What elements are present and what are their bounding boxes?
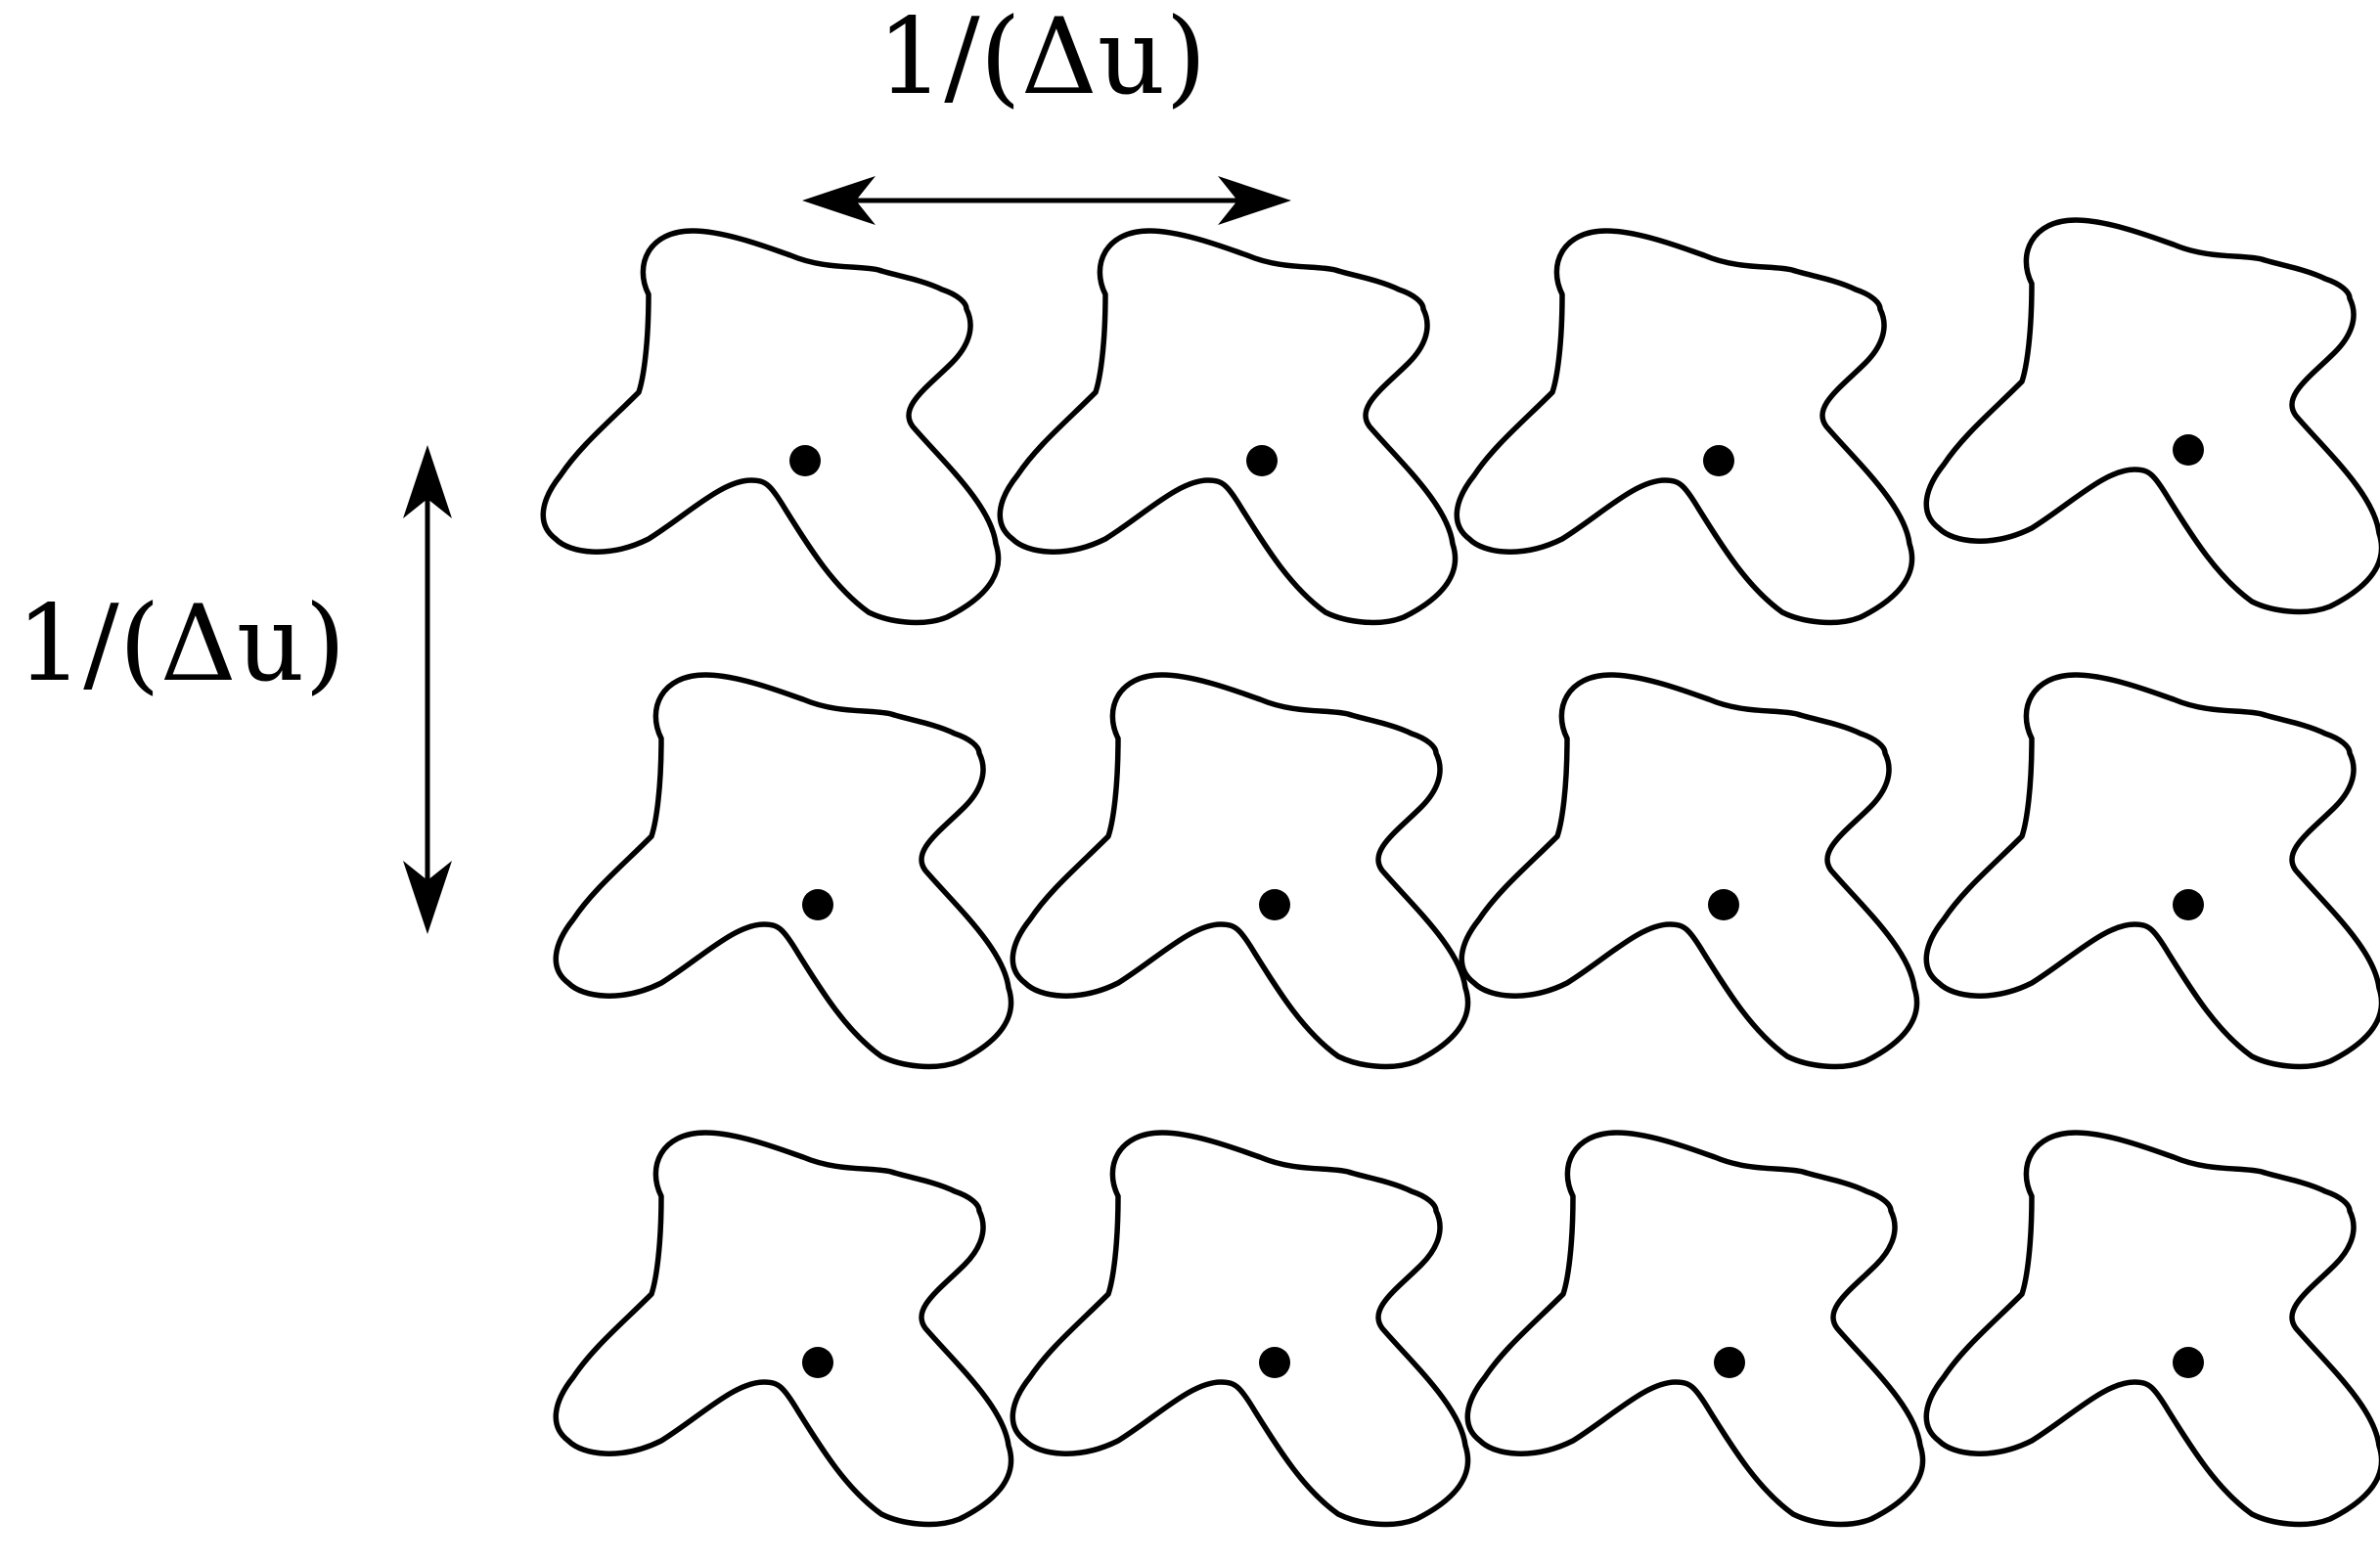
blob-outline bbox=[1467, 1133, 1922, 1524]
lattice-cell bbox=[1461, 675, 1916, 1066]
lattice-point-dot bbox=[1708, 889, 1739, 920]
vertical-spacing-label: 1/(Δu) bbox=[17, 583, 346, 705]
lattice-point-dot bbox=[2173, 1347, 2204, 1378]
blob-outline bbox=[556, 675, 1010, 1066]
lattice-cell bbox=[1926, 220, 2380, 611]
lattice-point-dot bbox=[802, 1347, 833, 1378]
lattice-point-dot bbox=[2173, 889, 2204, 920]
blob-outline bbox=[1012, 675, 1467, 1066]
lattice-point-dot bbox=[802, 889, 833, 920]
horizontal-spacing-arrow bbox=[802, 176, 1291, 225]
blob-outline bbox=[556, 1133, 1010, 1524]
blob-lattice bbox=[543, 220, 2380, 1524]
lattice-point-dot bbox=[1259, 889, 1290, 920]
lattice-point-dot bbox=[1714, 1347, 1745, 1378]
horizontal-spacing-label: 1/(Δu) bbox=[877, 0, 1207, 118]
blob-outline bbox=[1461, 675, 1916, 1066]
lattice-point-dot bbox=[1246, 445, 1278, 476]
lattice-cell bbox=[1000, 231, 1455, 622]
lattice-cell bbox=[1926, 675, 2380, 1066]
blob-outline bbox=[1000, 231, 1455, 622]
lattice-point-dot bbox=[1703, 445, 1734, 476]
lattice-cell bbox=[543, 231, 998, 622]
lattice-cell bbox=[1012, 1133, 1467, 1524]
lattice-cell bbox=[556, 1133, 1010, 1524]
blob-outline bbox=[543, 231, 998, 622]
lattice-point-dot bbox=[789, 445, 821, 476]
blob-outline bbox=[1926, 675, 2380, 1066]
blob-outline bbox=[1926, 220, 2380, 611]
lattice-cell bbox=[1926, 1133, 2380, 1524]
blob-outline bbox=[1926, 1133, 2380, 1524]
lattice-cell bbox=[1457, 231, 1911, 622]
lattice-point-dot bbox=[1259, 1347, 1290, 1378]
lattice-point-dot bbox=[2173, 434, 2204, 466]
vertical-spacing-arrow bbox=[403, 445, 452, 934]
blob-outline bbox=[1457, 231, 1911, 622]
lattice-cell bbox=[1467, 1133, 1922, 1524]
lattice-cell bbox=[1012, 675, 1467, 1066]
lattice-cell bbox=[556, 675, 1010, 1066]
blob-outline bbox=[1012, 1133, 1467, 1524]
